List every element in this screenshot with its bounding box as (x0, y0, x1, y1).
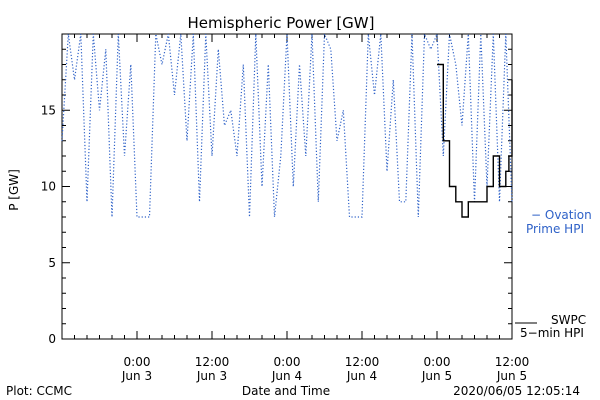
legend-ovation-line1: − Ovation (531, 208, 592, 222)
x-tick-label-date: Jun 4 (346, 369, 377, 383)
x-tick-label-time: 0:00 (124, 355, 151, 369)
y-tick-label: 0 (48, 332, 56, 346)
legend-swpc-line2: 5−min HPI (520, 326, 584, 340)
y-tick-label: 5 (48, 256, 56, 270)
x-tick-label-date: Jun 5 (421, 369, 452, 383)
series-layer (61, 33, 513, 218)
y-tick-label: 10 (41, 180, 56, 194)
y-tick-label: 15 (41, 103, 56, 117)
legend-ovation-line2: Prime HPI (526, 222, 584, 236)
legend: − Ovation Prime HPI SWPC 5−min HPI (515, 208, 592, 340)
chart-title: Hemispheric Power [GW] (188, 14, 375, 32)
x-tick-label-date: Jun 5 (496, 369, 527, 383)
series-line-1 (437, 63, 513, 218)
footer-plot-credit: Plot: CCMC (6, 384, 72, 398)
x-tick-label-time: 12:00 (195, 355, 230, 369)
x-axis-label: Date and Time (242, 384, 330, 398)
x-tick-label-date: Jun 3 (121, 369, 152, 383)
footer-timestamp: 2020/06/05 12:05:14 (453, 384, 580, 398)
x-tick-label-time: 12:00 (495, 355, 530, 369)
series-line-0 (61, 33, 513, 218)
x-tick-label-date: Jun 3 (196, 369, 227, 383)
x-tick-label-date: Jun 4 (271, 369, 302, 383)
x-tick-label-time: 0:00 (424, 355, 451, 369)
x-tick-label-time: 0:00 (274, 355, 301, 369)
y-axis: 0 5 10 15 (41, 48, 512, 346)
x-tick-label-time: 12:00 (345, 355, 380, 369)
legend-swpc-line1: SWPC (551, 313, 586, 327)
y-axis-label: P [GW] (7, 169, 21, 211)
